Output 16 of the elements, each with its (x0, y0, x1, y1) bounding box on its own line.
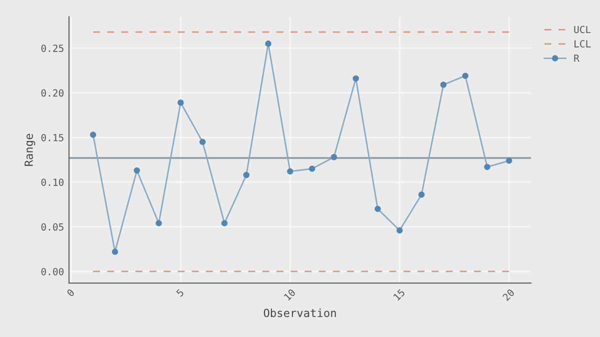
x-tick-label: 20 (502, 288, 515, 302)
y-axis-title: Range (24, 134, 36, 166)
y-tick-label: 0.05 (41, 223, 64, 231)
x-axis-title: Observation (264, 308, 336, 318)
y-tick-label: 0.15 (41, 134, 64, 142)
legend-label: UCL (574, 26, 591, 34)
y-tick-label: 0.10 (41, 178, 64, 186)
legend-label: LCL (574, 40, 591, 48)
x-tick-label: 15 (393, 288, 406, 301)
legend-label: R (574, 54, 580, 62)
x-tick-label: 0 (66, 288, 75, 297)
y-tick-label: 0.25 (41, 44, 64, 52)
y-tick-label: 0.00 (41, 268, 64, 276)
y-tick-label: 0.20 (41, 89, 64, 97)
x-tick-label: 5 (176, 288, 184, 297)
x-tick-label: 10 (284, 288, 296, 301)
